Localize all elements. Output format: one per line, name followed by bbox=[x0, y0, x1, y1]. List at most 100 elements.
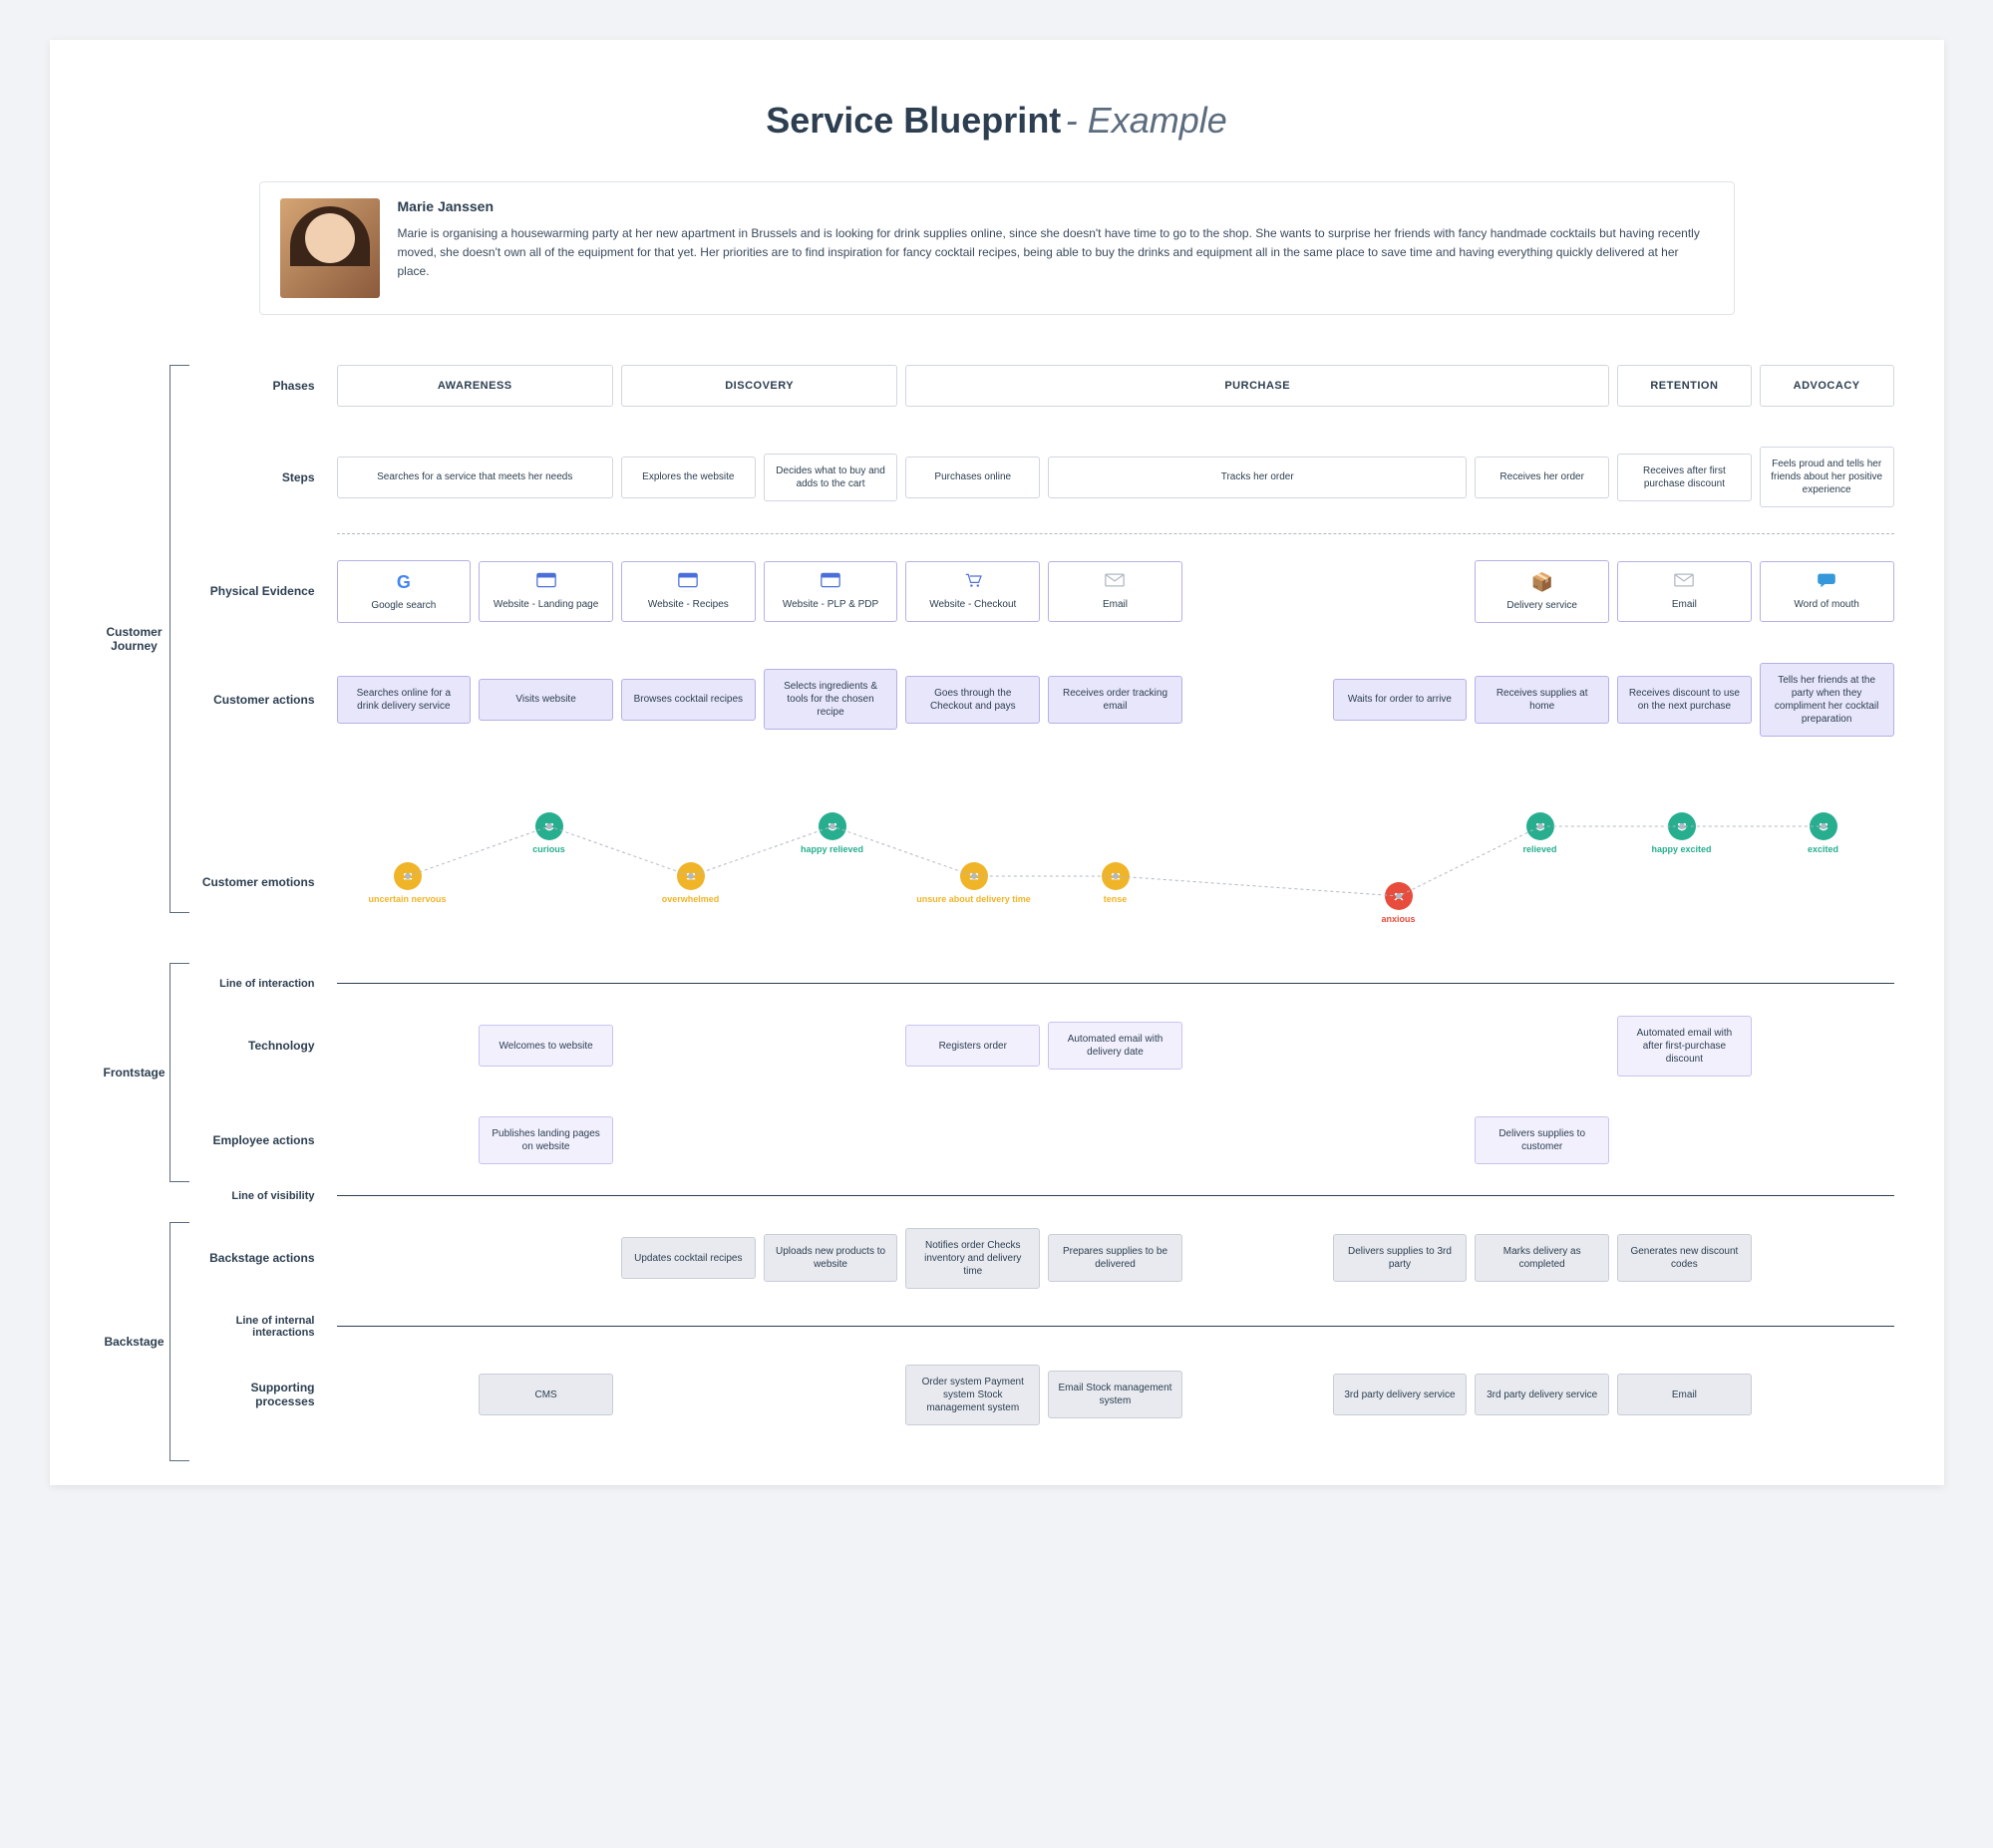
window-icon bbox=[821, 572, 840, 588]
backstage-action-cell: Notifies order Checks inventory and deli… bbox=[905, 1228, 1040, 1289]
supporting-process-cell: Email bbox=[1617, 1374, 1752, 1415]
line-internal: Line of internal interactions bbox=[189, 1315, 1894, 1339]
lane-label-physical_evidence: Physical Evidence bbox=[189, 584, 329, 598]
step-cell: Searches for a service that meets her ne… bbox=[337, 457, 613, 498]
backstage-action-cell: Marks delivery as completed bbox=[1475, 1234, 1609, 1282]
line-interaction: Line of interaction bbox=[189, 978, 1894, 990]
lane-label-customer_emotions: Customer emotions bbox=[189, 875, 329, 889]
physical-evidence-cell: Website - PLP & PDP bbox=[764, 561, 898, 623]
emotion-label: anxious bbox=[1328, 914, 1470, 924]
blueprint-canvas: Service Blueprint - Example Marie Jansse… bbox=[50, 40, 1944, 1485]
persona-avatar bbox=[280, 198, 380, 298]
lane-label-steps: Steps bbox=[189, 470, 329, 484]
physical-evidence-cell: Website - Landing page bbox=[479, 561, 613, 623]
window-icon bbox=[536, 572, 556, 588]
physical-evidence-cell: Email bbox=[1617, 561, 1752, 623]
section-label-customer-journey: Customer Journey bbox=[100, 625, 169, 653]
emotion-label: happy excited bbox=[1611, 844, 1753, 854]
physical-evidence-cell: 📦Delivery service bbox=[1475, 560, 1609, 623]
page-title: Service Blueprint bbox=[766, 100, 1061, 141]
page-subtitle: - Example bbox=[1066, 100, 1227, 141]
emotion-label: unsure about delivery time bbox=[903, 894, 1045, 904]
persona-card: Marie Janssen Marie is organising a hous… bbox=[259, 181, 1735, 315]
backstage-action-cell: Updates cocktail recipes bbox=[621, 1237, 756, 1279]
lane-label-employee_actions: Employee actions bbox=[189, 1133, 329, 1147]
step-cell: Receives her order bbox=[1475, 457, 1609, 498]
step-cell: Feels proud and tells her friends about … bbox=[1760, 447, 1894, 507]
customer-action-cell: Browses cocktail recipes bbox=[621, 679, 756, 721]
customer-action-cell: Visits website bbox=[479, 679, 613, 721]
technology-cell: Automated email with delivery date bbox=[1048, 1022, 1182, 1070]
blueprint-grid: Customer Journey Frontstage Backstage Ph… bbox=[189, 365, 1894, 1425]
supporting-process-cell: CMS bbox=[479, 1374, 613, 1415]
emotion-label: overwhelmed bbox=[620, 894, 762, 904]
phase-header: DISCOVERY bbox=[621, 365, 897, 407]
bracket-customer-journey bbox=[169, 365, 189, 913]
customer-action-cell: Waits for order to arrive bbox=[1333, 679, 1468, 721]
physical-evidence-cell: Email bbox=[1048, 561, 1182, 623]
bracket-backstage bbox=[169, 1222, 189, 1461]
step-cell: Tracks her order bbox=[1048, 457, 1467, 498]
backstage-action-cell: Delivers supplies to 3rd party bbox=[1333, 1234, 1468, 1282]
step-cell: Receives after first purchase discount bbox=[1617, 454, 1752, 501]
customer-action-cell: Selects ingredients & tools for the chos… bbox=[764, 669, 898, 730]
lane-label-phases: Phases bbox=[189, 379, 329, 393]
emotion-face-happy bbox=[1526, 812, 1554, 840]
emotion-face-happy bbox=[1668, 812, 1696, 840]
section-label-frontstage: Frontstage bbox=[100, 1066, 169, 1079]
customer-action-cell: Receives supplies at home bbox=[1475, 676, 1609, 724]
line-visibility: Line of visibility bbox=[189, 1190, 1894, 1202]
emotion-face-neutral bbox=[677, 862, 705, 890]
emotion-label: relieved bbox=[1470, 844, 1611, 854]
customer-action-cell: Receives order tracking email bbox=[1048, 676, 1182, 724]
mail-icon bbox=[1674, 572, 1694, 588]
emotion-face-sad bbox=[1385, 882, 1413, 910]
supporting-process-cell: Email Stock management system bbox=[1048, 1371, 1182, 1418]
persona-name: Marie Janssen bbox=[398, 198, 1714, 214]
physical-evidence-cell: Website - Checkout bbox=[905, 561, 1040, 623]
backstage-action-cell: Uploads new products to website bbox=[764, 1234, 898, 1282]
phase-header: PURCHASE bbox=[905, 365, 1609, 407]
phase-header: AWARENESS bbox=[337, 365, 613, 407]
emotion-face-neutral bbox=[394, 862, 422, 890]
persona-description: Marie is organising a housewarming party… bbox=[398, 224, 1714, 282]
employee-action-cell: Delivers supplies to customer bbox=[1475, 1116, 1609, 1164]
customer-action-cell: Tells her friends at the party when they… bbox=[1760, 663, 1894, 737]
emotion-face-neutral bbox=[960, 862, 988, 890]
emotion-face-happy bbox=[535, 812, 563, 840]
emotion-label: happy relieved bbox=[762, 844, 903, 854]
customer-action-cell: Searches online for a drink delivery ser… bbox=[337, 676, 472, 724]
phase-header: ADVOCACY bbox=[1760, 365, 1894, 407]
customer-action-cell: Goes through the Checkout and pays bbox=[905, 676, 1040, 724]
window-icon bbox=[678, 572, 698, 588]
emotion-label: uncertain nervous bbox=[337, 894, 479, 904]
emotion-label: excited bbox=[1753, 844, 1894, 854]
phase-header: RETENTION bbox=[1617, 365, 1752, 407]
emotion-face-happy bbox=[819, 812, 846, 840]
supporting-process-cell: Order system Payment system Stock manage… bbox=[905, 1365, 1040, 1425]
step-cell: Decides what to buy and adds to the cart bbox=[764, 454, 898, 501]
package-icon: 📦 bbox=[1530, 572, 1552, 592]
section-label-backstage: Backstage bbox=[100, 1335, 169, 1349]
technology-cell: Registers order bbox=[905, 1025, 1040, 1067]
step-cell: Explores the website bbox=[621, 457, 756, 498]
emotion-row: uncertain nervouscuriousoverwhelmedhappy… bbox=[337, 812, 1894, 952]
supporting-process-cell: 3rd party delivery service bbox=[1333, 1374, 1468, 1415]
mail-icon bbox=[1105, 572, 1125, 588]
technology-cell: Automated email with after first-purchas… bbox=[1617, 1016, 1752, 1077]
step-cell: Purchases online bbox=[905, 457, 1040, 498]
dashed-separator bbox=[337, 533, 1894, 534]
title-row: Service Blueprint - Example bbox=[100, 100, 1894, 142]
backstage-action-cell: Generates new discount codes bbox=[1617, 1234, 1752, 1282]
emotion-face-happy bbox=[1810, 812, 1837, 840]
lane-label-customer_actions: Customer actions bbox=[189, 693, 329, 707]
supporting-process-cell: 3rd party delivery service bbox=[1475, 1374, 1609, 1415]
cart-icon bbox=[963, 572, 983, 588]
google-icon: G bbox=[397, 571, 411, 594]
bracket-frontstage bbox=[169, 963, 189, 1182]
lane-label-supporting_processes: Supporting processes bbox=[189, 1381, 329, 1408]
employee-action-cell: Publishes landing pages on website bbox=[479, 1116, 613, 1164]
physical-evidence-cell: GGoogle search bbox=[337, 560, 472, 622]
physical-evidence-cell: Website - Recipes bbox=[621, 561, 756, 623]
physical-evidence-cell: Word of mouth bbox=[1760, 561, 1894, 623]
